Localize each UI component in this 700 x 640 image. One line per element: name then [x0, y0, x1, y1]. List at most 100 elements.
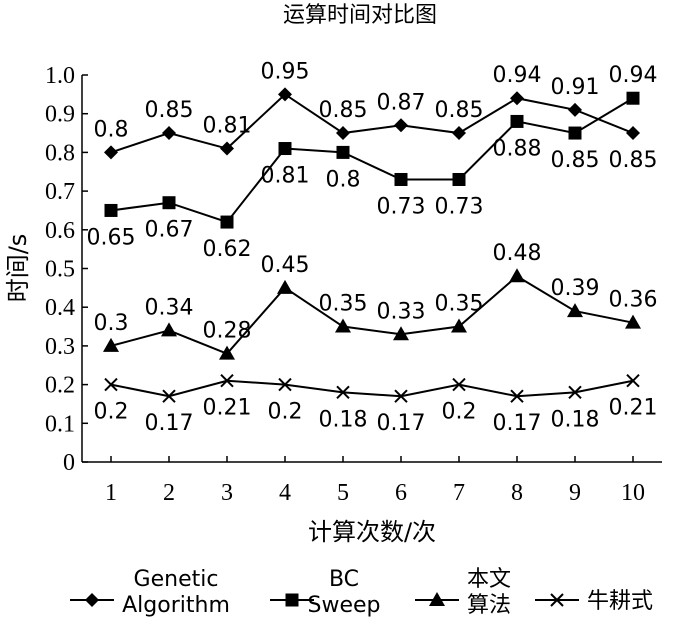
data-label: 0.85: [435, 98, 484, 123]
data-label: 0.73: [377, 194, 426, 219]
series-line: [110, 379, 634, 398]
square-marker: [220, 215, 234, 229]
triangle-marker: [509, 268, 525, 283]
x-marker: [568, 385, 582, 400]
x-marker-stroke: [568, 385, 582, 400]
data-label: 0.91: [551, 75, 600, 100]
x-tick-label: 4: [279, 480, 291, 506]
data-label: 0.62: [203, 237, 252, 262]
diamond-marker: [626, 126, 640, 141]
series-line: [110, 97, 634, 224]
y-tick-label: 0.8: [45, 140, 75, 166]
data-label: 0.34: [145, 295, 194, 320]
x-marker: [626, 374, 640, 388]
legend-label: 算法: [467, 593, 511, 618]
y-tick-label: 1.0: [45, 63, 75, 89]
x-tick-label: 8: [511, 480, 523, 506]
legend-label: Genetic: [134, 567, 219, 592]
series-2: [103, 268, 641, 360]
triangle-marker: [393, 326, 409, 341]
data-label: 0.28: [203, 319, 252, 344]
x-tick-label: 5: [337, 480, 349, 506]
data-label: 0.45: [261, 253, 310, 278]
series-layer: [103, 87, 641, 403]
y-tick-label: 0.6: [45, 218, 75, 244]
x-marker-stroke: [104, 377, 118, 392]
y-tick-label: 0.1: [45, 411, 75, 437]
diamond-marker: [278, 87, 292, 102]
data-label: 0.85: [145, 98, 194, 123]
triangle-marker: [451, 318, 467, 333]
axes: 0 0.1 0.2 0.3 0.4 0.5 0.6 0.7 0.8 0.9 1.0 1 2 3 4 5 6 7 8 9…: [45, 63, 662, 506]
diamond-marker: [220, 141, 234, 156]
series-1: [104, 91, 640, 229]
y-tick-label: 0.9: [45, 102, 75, 128]
data-label: 0.67: [145, 218, 194, 243]
data-label: 0.35: [319, 292, 368, 317]
square-marker: [336, 145, 350, 159]
data-label: 0.18: [551, 407, 600, 432]
data-label: 0.8: [94, 117, 129, 142]
data-label: 0.18: [319, 407, 368, 432]
data-label: 0.81: [203, 114, 252, 139]
data-label: 0.65: [87, 225, 136, 250]
x-tick-label: 6: [395, 480, 407, 506]
triangle-marker: [335, 318, 351, 333]
data-label: 0.94: [609, 63, 658, 88]
data-label: 0.94: [493, 63, 542, 88]
data-label: 0.73: [435, 194, 484, 219]
triangle-marker: [277, 279, 293, 294]
x-axis-label: 计算次数/次: [308, 518, 436, 546]
triangle-marker: [161, 322, 177, 337]
square-marker: [568, 126, 582, 140]
x-tick-label: 9: [569, 480, 581, 506]
x-tick-label: 1: [105, 480, 117, 506]
data-label: 0.87: [377, 90, 426, 115]
data-label: 0.81: [261, 164, 310, 189]
data-label: 0.17: [493, 411, 542, 436]
x-marker-stroke: [278, 377, 292, 392]
x-marker-stroke: [510, 389, 524, 403]
data-label: 0.17: [145, 411, 194, 436]
diamond-marker: [85, 593, 99, 607]
triangle-marker: [219, 345, 235, 360]
x-marker: [550, 593, 564, 607]
data-label: 0.35: [435, 292, 484, 317]
y-tick-label: 0.3: [45, 334, 75, 360]
data-label: 0.85: [319, 98, 368, 123]
y-tick-label: 0.4: [45, 295, 75, 321]
x-marker: [104, 377, 118, 392]
square-marker: [626, 91, 640, 105]
series-3: [104, 374, 640, 403]
triangle-marker: [103, 337, 119, 352]
x-tick-label: 3: [221, 480, 233, 506]
series-0: [104, 87, 640, 160]
x-marker-stroke: [452, 377, 466, 392]
x-marker: [394, 389, 408, 403]
data-label: 0.2: [94, 400, 129, 425]
x-marker-stroke: [162, 389, 176, 403]
x-marker: [162, 389, 176, 403]
diamond-marker: [162, 126, 176, 141]
diamond-marker: [394, 118, 408, 133]
x-marker: [510, 389, 524, 403]
square-marker: [452, 172, 466, 186]
data-label: 0.39: [551, 276, 600, 301]
x-marker: [452, 377, 466, 392]
data-label: 0.85: [609, 148, 658, 173]
data-label: 0.8: [326, 167, 361, 192]
x-marker: [336, 385, 350, 400]
series-line: [110, 93, 634, 154]
data-label: 0.33: [377, 299, 426, 324]
data-label: 0.48: [493, 241, 542, 266]
square-marker: [285, 593, 299, 607]
y-tick-label: 0.5: [45, 257, 75, 283]
x-tick-label: 10: [621, 480, 645, 506]
data-label: 0.3: [94, 311, 129, 336]
square-marker: [394, 172, 408, 186]
y-tick-label: 0.7: [45, 179, 75, 205]
legend-label: 牛耕式: [587, 589, 653, 614]
